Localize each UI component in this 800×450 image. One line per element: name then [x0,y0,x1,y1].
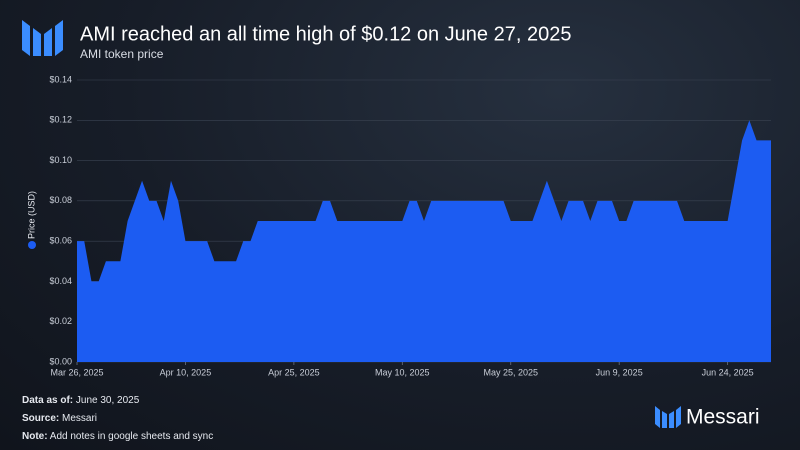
y-tick-label: $0.00 [49,356,72,366]
x-tick-label: May 10, 2025 [375,367,430,377]
footer-text: Add notes in google sheets and sync [49,431,214,442]
data-as-of: Data as of: June 30, 2025 [22,395,139,406]
legend-label: Price (USD) [26,191,36,239]
footer-label: Source: [22,413,60,424]
y-tick-label: $0.10 [49,155,72,165]
title: AMI reached an all time high of $0.12 on… [80,23,571,45]
y-tick-label: $0.06 [49,236,72,246]
subtitle: AMI token price [80,47,164,61]
brand-logo [655,406,681,428]
y-tick-label: $0.14 [49,74,72,84]
brand-name: Messari [686,406,760,429]
footer-label: Data as of: [22,395,74,406]
source: Source: Messari [22,413,97,424]
y-tick-label: $0.12 [49,115,72,125]
x-tick-label: Jun 9, 2025 [596,367,643,377]
x-tick-label: Mar 26, 2025 [50,367,103,377]
area [77,120,771,363]
legend: Price (USD) [26,191,36,249]
logo [22,20,63,56]
y-tick-label: $0.04 [49,276,72,286]
x-tick-label: Apr 10, 2025 [160,367,212,377]
y-tick-label: $0.08 [49,195,72,205]
footer-text: June 30, 2025 [75,395,140,406]
x-tick-label: Jun 24, 2025 [702,367,754,377]
x-tick-label: May 25, 2025 [483,367,538,377]
note: Note: Add notes in google sheets and syn… [22,431,213,442]
legend-swatch [28,241,36,249]
footer-text: Messari [62,413,98,424]
y-tick-label: $0.02 [49,316,72,326]
x-tick-label: Apr 25, 2025 [268,367,320,377]
footer-label: Note: [22,431,48,442]
